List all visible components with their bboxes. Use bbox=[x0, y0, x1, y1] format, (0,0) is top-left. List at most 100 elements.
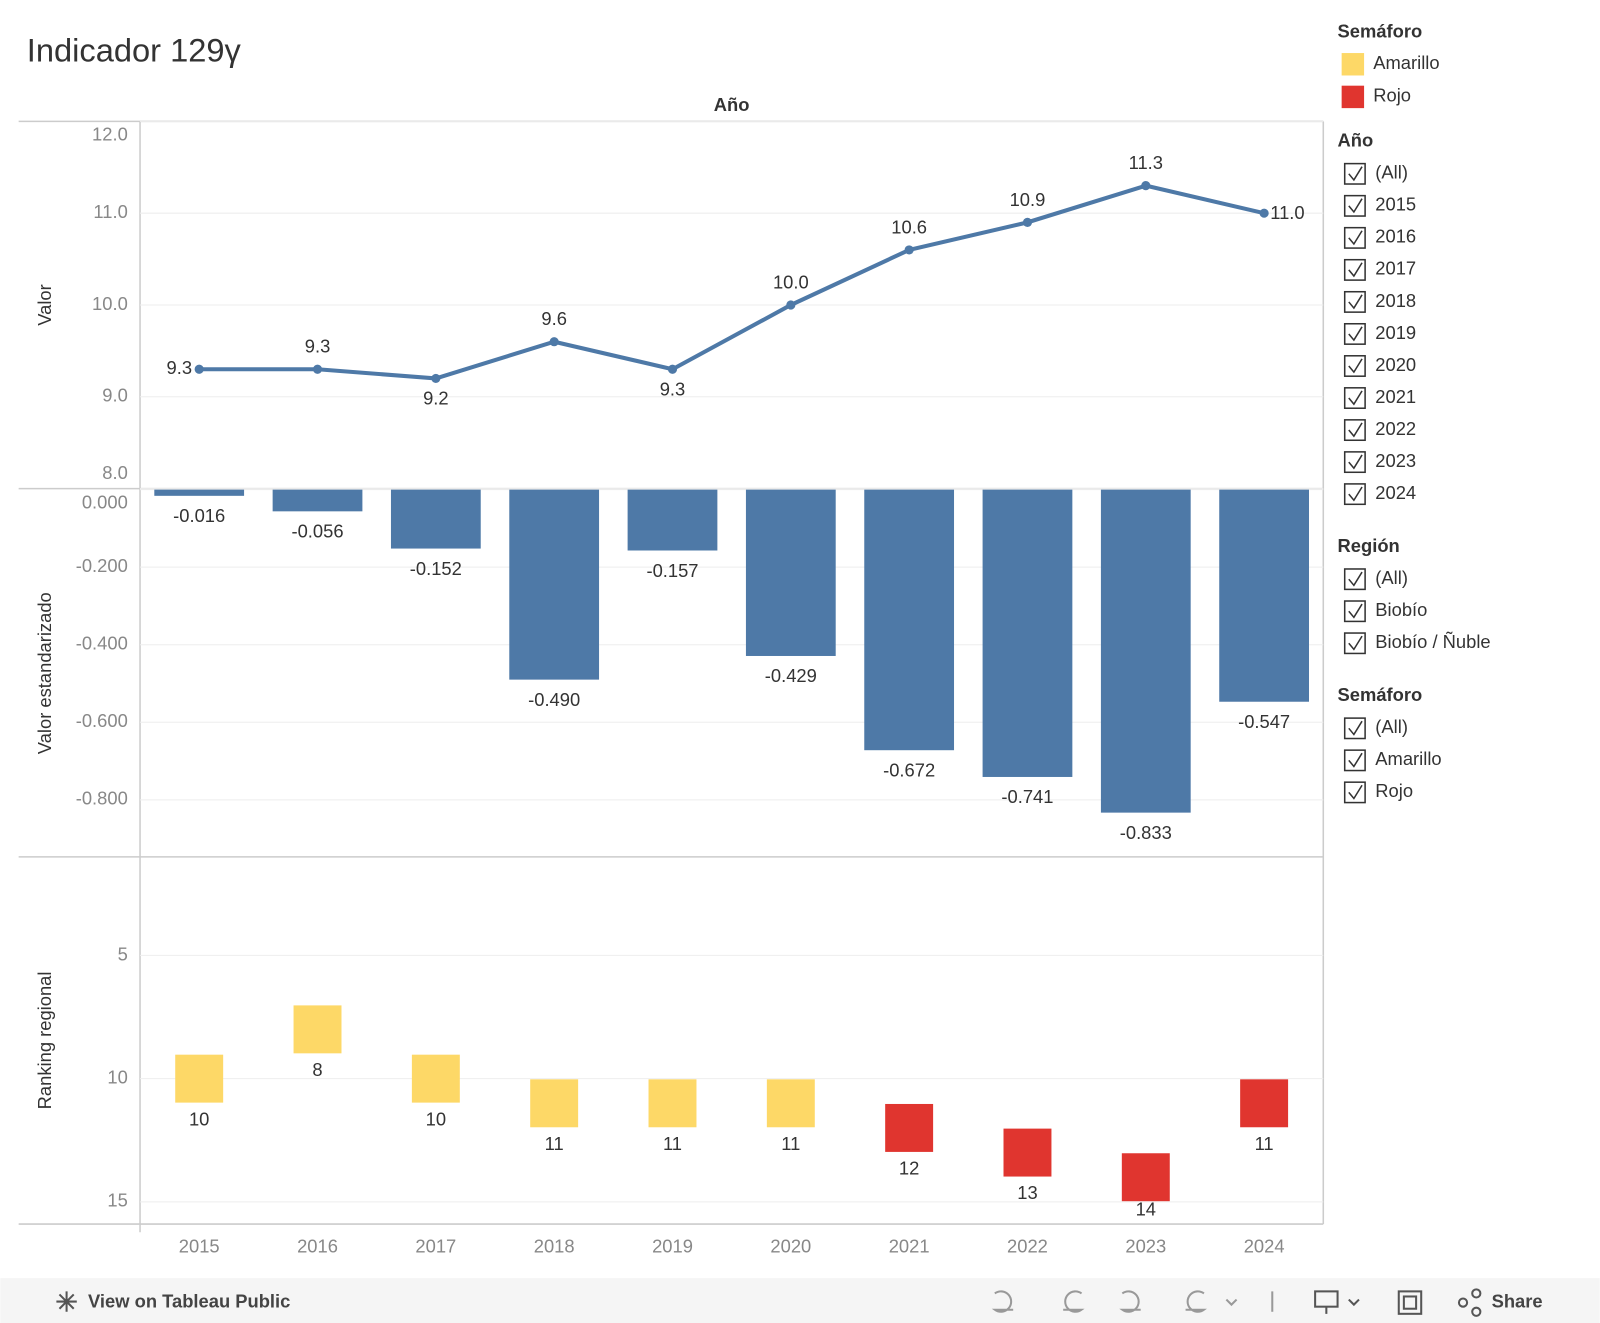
checkmark bbox=[1348, 571, 1363, 587]
point bbox=[194, 364, 204, 374]
view-link[interactable]: View on Tableau Public bbox=[88, 1290, 290, 1311]
checkmark bbox=[1348, 784, 1363, 800]
legend-swatch bbox=[1341, 53, 1365, 76]
data-label: 10.0 bbox=[773, 271, 809, 292]
bar bbox=[745, 489, 836, 656]
x-tick-label: 2019 bbox=[652, 1235, 693, 1256]
bar bbox=[272, 489, 363, 512]
x-tick-label: 2017 bbox=[415, 1235, 456, 1256]
point bbox=[1022, 217, 1033, 227]
bar bbox=[1219, 489, 1310, 702]
y-tick-label: 10 bbox=[107, 1066, 127, 1087]
point bbox=[904, 245, 914, 255]
filter-option[interactable]: 2024 bbox=[1375, 482, 1416, 503]
data-label: 9.3 bbox=[660, 379, 686, 400]
y-axis-title: Ranking regional bbox=[34, 972, 55, 1110]
x-tick-label: 2023 bbox=[1125, 1235, 1166, 1256]
filter-option[interactable]: 2022 bbox=[1375, 418, 1416, 439]
data-label: -0.672 bbox=[883, 759, 935, 780]
point bbox=[312, 364, 323, 374]
bar bbox=[509, 489, 600, 680]
filter-option[interactable]: Amarillo bbox=[1375, 748, 1441, 769]
filter-option[interactable]: Biobío / Ñuble bbox=[1375, 631, 1490, 652]
toolbar-icon bbox=[56, 1291, 77, 1312]
square bbox=[530, 1079, 579, 1128]
checkmark bbox=[1348, 603, 1363, 619]
filter-option[interactable]: 2023 bbox=[1375, 450, 1416, 471]
y-tick-label: 15 bbox=[107, 1190, 127, 1211]
checkmark bbox=[1348, 454, 1363, 470]
data-label: 11 bbox=[1255, 1133, 1274, 1154]
data-label: -0.056 bbox=[291, 521, 343, 542]
square bbox=[411, 1054, 460, 1103]
legend-label: Rojo bbox=[1373, 85, 1411, 106]
filter-option[interactable]: 2019 bbox=[1375, 322, 1416, 343]
filter-option[interactable]: (All) bbox=[1375, 567, 1408, 588]
y-tick-label: -0.400 bbox=[76, 633, 128, 654]
x-tick-label: 2024 bbox=[1244, 1235, 1285, 1256]
data-label: 13 bbox=[1017, 1182, 1037, 1203]
bar bbox=[627, 489, 718, 551]
data-label: -0.547 bbox=[1238, 711, 1290, 732]
data-label: 8 bbox=[312, 1059, 322, 1080]
y-axis-title: Valor bbox=[34, 284, 55, 326]
data-label: -0.833 bbox=[1120, 822, 1172, 843]
filter-option[interactable]: (All) bbox=[1375, 162, 1408, 183]
y-tick-label: 8.0 bbox=[102, 462, 128, 483]
checkmark bbox=[1348, 166, 1363, 182]
checkmark bbox=[1348, 294, 1363, 310]
x-tick-label: 2016 bbox=[297, 1235, 338, 1256]
filter-option[interactable]: 2018 bbox=[1375, 290, 1416, 311]
point bbox=[1259, 208, 1269, 218]
x-tick-label: 2021 bbox=[889, 1235, 930, 1256]
square bbox=[175, 1054, 224, 1103]
x-tick-label: 2018 bbox=[534, 1235, 575, 1256]
legend-swatch bbox=[1341, 85, 1365, 109]
data-label: 9.3 bbox=[167, 357, 193, 378]
x-tick-label: 2020 bbox=[770, 1235, 811, 1256]
y-axis-title: Valor estandarizado bbox=[34, 592, 55, 754]
toolbar-icons-dark[interactable] bbox=[1314, 1288, 1482, 1317]
square bbox=[1240, 1079, 1289, 1128]
filter-option[interactable]: 2017 bbox=[1375, 258, 1416, 279]
data-label: -0.429 bbox=[765, 665, 817, 686]
filter-option[interactable]: 2020 bbox=[1375, 354, 1416, 375]
data-label: 10.6 bbox=[891, 216, 927, 237]
point bbox=[549, 337, 559, 347]
data-label: 10.9 bbox=[1010, 189, 1046, 210]
title: Indicador 129γ bbox=[27, 32, 242, 69]
filter-title: Semáforo bbox=[1338, 684, 1423, 705]
y-tick-label: 5 bbox=[118, 943, 128, 964]
data-label: 10 bbox=[426, 1108, 446, 1129]
point bbox=[786, 300, 796, 310]
filter-option[interactable]: 2021 bbox=[1375, 386, 1416, 407]
filter-option[interactable]: Rojo bbox=[1375, 780, 1413, 801]
square bbox=[1003, 1128, 1052, 1177]
checkmark bbox=[1348, 262, 1363, 278]
checkmark bbox=[1348, 358, 1363, 374]
data-label: 11 bbox=[663, 1133, 682, 1154]
bar bbox=[864, 489, 955, 751]
checkmark bbox=[1348, 635, 1363, 651]
checkmark bbox=[1348, 326, 1363, 342]
square bbox=[885, 1103, 934, 1152]
data-label: -0.490 bbox=[528, 689, 580, 710]
data-label: -0.152 bbox=[410, 558, 462, 579]
data-label: 11 bbox=[781, 1133, 800, 1154]
bar bbox=[1100, 489, 1191, 813]
filter-title: Región bbox=[1338, 535, 1400, 556]
data-label: 9.3 bbox=[305, 336, 331, 357]
x-tick-label: 2022 bbox=[1007, 1235, 1048, 1256]
data-label: -0.157 bbox=[646, 560, 698, 581]
filter-option[interactable]: Biobío bbox=[1375, 599, 1427, 620]
point bbox=[667, 364, 678, 374]
checkmark bbox=[1348, 720, 1363, 736]
data-label: 11 bbox=[545, 1133, 564, 1154]
filter-option[interactable]: 2016 bbox=[1375, 226, 1416, 247]
checkmark bbox=[1348, 230, 1363, 246]
share-button[interactable]: Share bbox=[1492, 1290, 1543, 1311]
bar bbox=[982, 489, 1073, 777]
filter-option[interactable]: 2015 bbox=[1375, 194, 1416, 215]
filter-option[interactable]: (All) bbox=[1375, 716, 1408, 737]
